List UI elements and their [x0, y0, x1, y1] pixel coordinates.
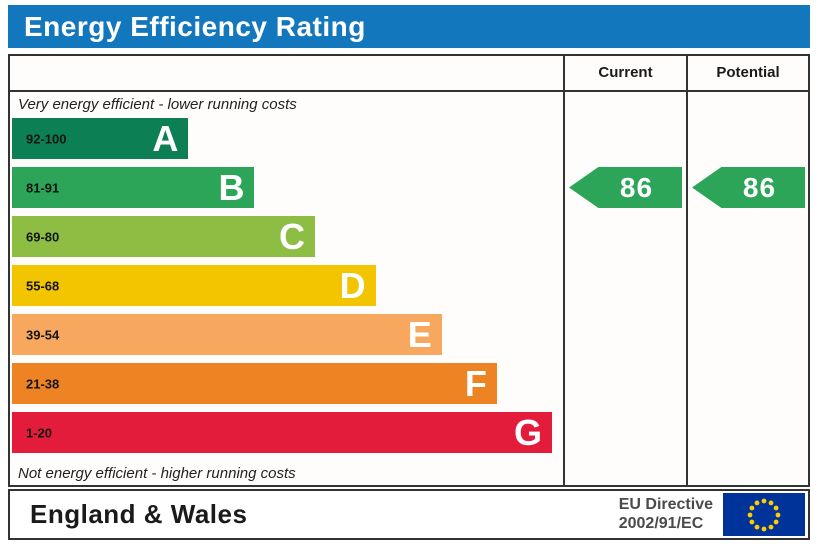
- column-header-potential: Potential: [686, 56, 808, 90]
- current-rating-value: 86: [619, 171, 654, 203]
- band-range-label: 1-20: [26, 425, 53, 440]
- eu-directive-label: EU Directive 2002/91/EC: [619, 496, 713, 533]
- band-row: 69-80 C: [12, 216, 563, 265]
- band-letter: B: [218, 166, 245, 208]
- potential-rating-value: 86: [742, 171, 777, 203]
- band-letter: F: [464, 362, 487, 404]
- current-rating-arrow: 86: [569, 167, 682, 208]
- band-range-label: 81-91: [26, 180, 60, 195]
- band-bar-a: 92-100 A: [12, 117, 189, 159]
- bands-container: 92-100 A 81-91 B 69-80 C: [10, 118, 563, 461]
- footer-bar: England & Wales EU Directive 2002/91/EC: [8, 489, 810, 540]
- current-column: 86: [563, 92, 686, 485]
- band-range-label: 39-54: [26, 327, 60, 342]
- table-body: Very energy efficient - lower running co…: [10, 92, 808, 485]
- band-bar-f: 21-38 F: [12, 363, 497, 404]
- eu-flag-icon: [723, 493, 805, 536]
- table-header-row: Current Potential: [10, 56, 808, 92]
- band-letter: C: [279, 215, 306, 257]
- column-header-current: Current: [563, 56, 686, 90]
- region-label: England & Wales: [30, 499, 248, 529]
- eu-directive-line1: EU Directive: [618, 496, 713, 514]
- band-letter: D: [339, 264, 366, 306]
- band-letter: E: [407, 313, 432, 355]
- header-spacer: [10, 56, 563, 90]
- band-bar-c: 69-80 C: [12, 215, 316, 257]
- band-letter: G: [513, 411, 542, 453]
- band-row: 21-38 F: [12, 363, 563, 412]
- eu-directive-line2: 2002/91/EC: [618, 514, 704, 532]
- band-bar-e: 39-54 E: [12, 314, 442, 355]
- band-row: 81-91 B: [12, 167, 563, 216]
- band-range-label: 55-68: [26, 278, 60, 293]
- band-row: 1-20 G: [12, 412, 563, 461]
- band-letter: A: [152, 117, 179, 159]
- band-row: 92-100 A: [12, 118, 563, 167]
- band-bar-b: 81-91 B: [12, 166, 255, 208]
- eu-flag-stars: [747, 498, 781, 532]
- band-range-label: 69-80: [26, 229, 60, 244]
- band-bar-d: 55-68 D: [12, 265, 376, 306]
- bottom-note: Not energy efficient - higher running co…: [18, 465, 296, 482]
- potential-rating-arrow: 86: [692, 167, 805, 208]
- top-note: Very energy efficient - lower running co…: [18, 96, 297, 113]
- band-bar-g: 1-20 G: [12, 412, 552, 453]
- page-title: Energy Efficiency Rating: [8, 5, 810, 48]
- potential-column: 86: [686, 92, 808, 485]
- band-row: 39-54 E: [12, 314, 563, 363]
- band-row: 55-68 D: [12, 265, 563, 314]
- bands-column: Very energy efficient - lower running co…: [10, 92, 563, 485]
- band-range-label: 21-38: [26, 376, 60, 391]
- rating-table: Current Potential Very energy efficient …: [8, 54, 810, 487]
- band-range-label: 92-100: [26, 131, 67, 146]
